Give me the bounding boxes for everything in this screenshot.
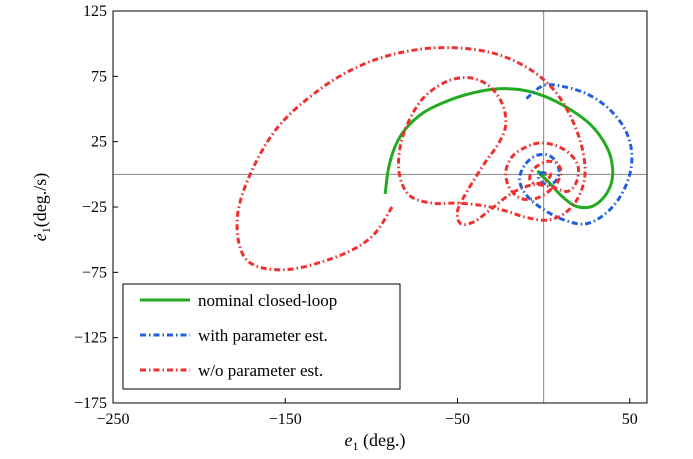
series-line-without-estimation — [235, 46, 587, 272]
y-tick-label: 75 — [91, 68, 107, 85]
x-tick-label: −250 — [96, 411, 129, 428]
y-tick-label: 125 — [83, 3, 107, 20]
y-axis-label-subscript: 1 — [39, 227, 53, 233]
y-tick-label: −175 — [74, 395, 107, 412]
legend: nominal closed-loop with parameter est. … — [122, 283, 401, 390]
legend-label-with-estimation: with parameter est. — [198, 326, 328, 345]
y-tick-label: −75 — [82, 264, 107, 281]
series-line-nominal — [383, 87, 615, 210]
y-axis-label: ė1(deg./s) — [30, 173, 53, 241]
x-axis-label-subscript: 1 — [353, 439, 359, 453]
x-tick-label: 50 — [622, 411, 638, 428]
x-axis-label: e1 (deg.) — [345, 430, 406, 453]
y-axis-label-unit: (deg./s) — [30, 173, 51, 227]
x-tick-label: −50 — [445, 411, 470, 428]
y-tick-label: −125 — [74, 330, 107, 347]
legend-label-without-estimation: w/o parameter est. — [198, 361, 323, 380]
series-layer — [235, 46, 634, 272]
x-tick-label: −150 — [269, 411, 302, 428]
y-tick-label: −25 — [82, 199, 107, 216]
legend-label-nominal: nominal closed-loop — [198, 291, 337, 310]
y-axis-label-symbol: ė — [30, 233, 50, 241]
tick-layer: −250 −150 −50 50 125 75 25 −25 −75 −125 −175 — [74, 3, 638, 428]
x-axis-label-symbol: e — [345, 430, 353, 450]
x-axis-label-unit: (deg.) — [359, 430, 406, 451]
y-tick-label: 25 — [91, 134, 107, 151]
